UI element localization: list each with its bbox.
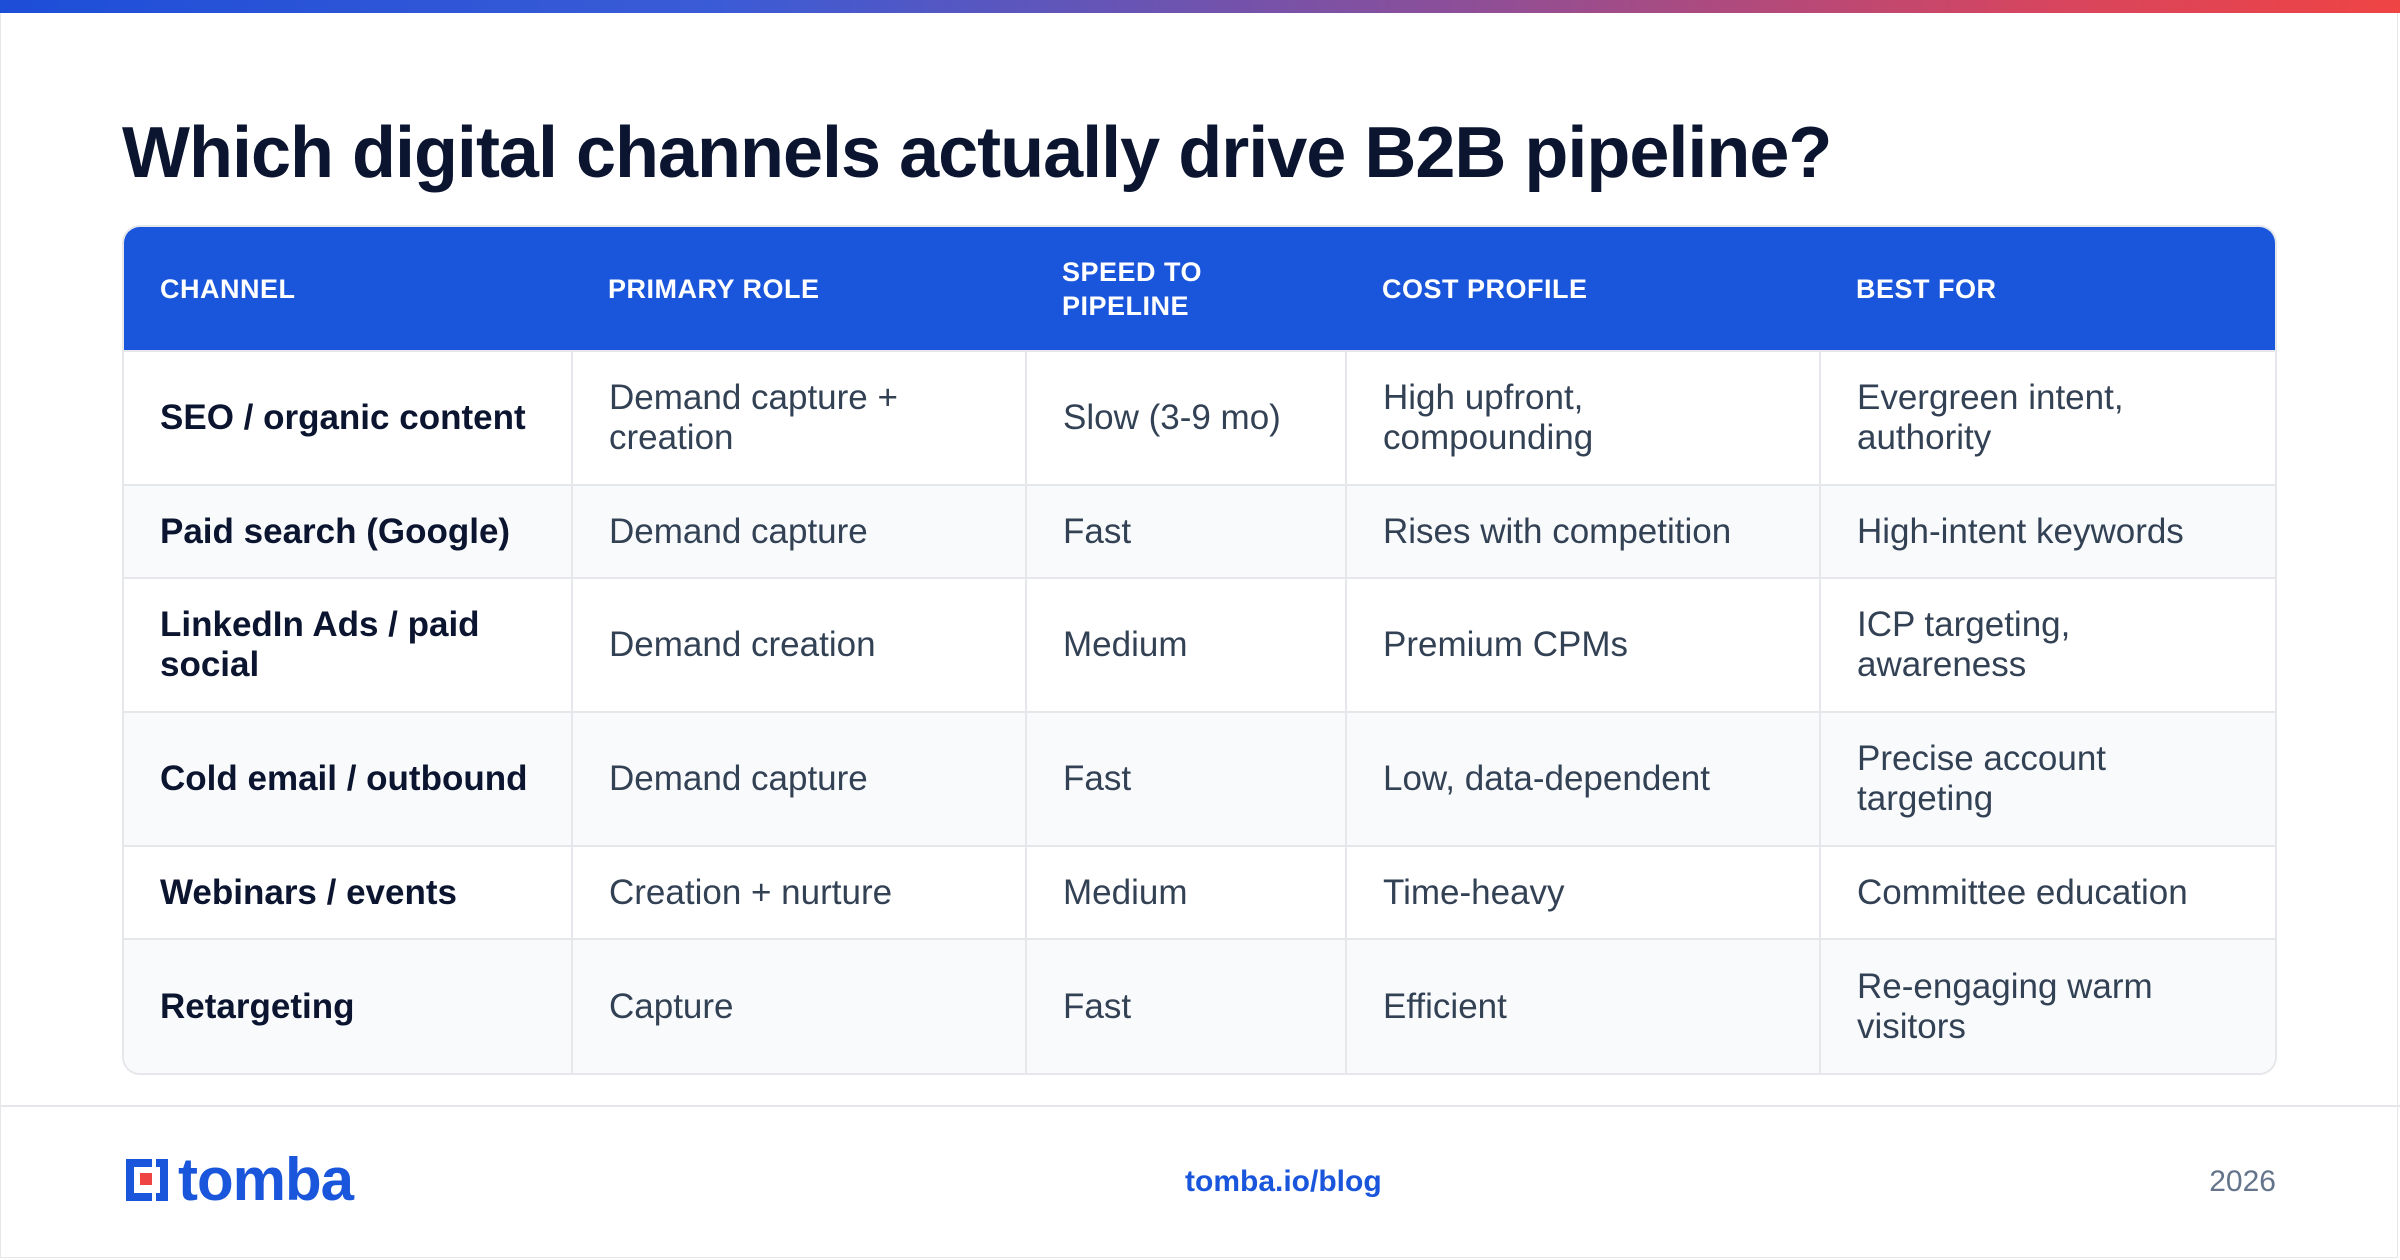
page-title: Which digital channels actually drive B2… — [122, 113, 1832, 193]
tomba-logo-icon — [126, 1159, 168, 1201]
cell-primary-role: Demand capture — [572, 711, 1027, 846]
cell-channel: LinkedIn Ads / paid social — [124, 577, 573, 712]
table-row: Webinars / events Creation + nurture Med… — [124, 845, 2275, 939]
cell-best-for: High-intent keywords — [1820, 484, 2275, 578]
cell-cost-profile: High upfront, compounding — [1346, 350, 1821, 485]
cell-speed: Fast — [1026, 711, 1347, 846]
cell-primary-role: Demand capture + creation — [572, 350, 1027, 485]
cell-primary-role: Demand capture — [572, 484, 1027, 578]
header-speed-to-pipeline: SPEED TO PIPELINE — [1026, 227, 1346, 351]
cell-best-for: ICP targeting, awareness — [1820, 577, 2275, 712]
table-row: Retargeting Capture Fast Efficient Re-en… — [124, 938, 2275, 1073]
cell-cost-profile: Low, data-dependent — [1346, 711, 1821, 846]
cell-speed: Medium — [1026, 577, 1347, 712]
footer-divider — [0, 1105, 2400, 1107]
table-row: SEO / organic content Demand capture + c… — [124, 350, 2275, 485]
table-row: Cold email / outbound Demand capture Fas… — [124, 711, 2275, 846]
channels-table: CHANNEL PRIMARY ROLE SPEED TO PIPELINE C… — [122, 225, 2277, 1075]
cell-speed: Slow (3-9 mo) — [1026, 350, 1347, 485]
logo-wordmark: tomba — [178, 1146, 354, 1213]
cell-cost-profile: Rises with competition — [1346, 484, 1821, 578]
cell-channel: SEO / organic content — [124, 350, 573, 485]
cell-speed: Medium — [1026, 845, 1347, 939]
cell-primary-role: Demand creation — [572, 577, 1027, 712]
header-channel: CHANNEL — [124, 227, 572, 351]
header-best-for: BEST FOR — [1820, 227, 2275, 351]
tomba-logo[interactable]: tomba — [122, 1146, 354, 1213]
cell-channel: Webinars / events — [124, 845, 573, 939]
table-row: LinkedIn Ads / paid social Demand creati… — [124, 577, 2275, 712]
header-cost-profile: COST PROFILE — [1346, 227, 1820, 351]
cell-channel: Retargeting — [124, 938, 573, 1073]
table-header-row: CHANNEL PRIMARY ROLE SPEED TO PIPELINE C… — [124, 227, 2275, 351]
cell-best-for: Committee education — [1820, 845, 2275, 939]
cell-channel: Paid search (Google) — [124, 484, 573, 578]
cell-cost-profile: Efficient — [1346, 938, 1821, 1073]
cell-primary-role: Capture — [572, 938, 1027, 1073]
cell-speed: Fast — [1026, 938, 1347, 1073]
cell-channel: Cold email / outbound — [124, 711, 573, 846]
cell-best-for: Precise account targeting — [1820, 711, 2275, 846]
table-row: Paid search (Google) Demand capture Fast… — [124, 484, 2275, 578]
header-primary-role: PRIMARY ROLE — [572, 227, 1026, 351]
footer-year: 2026 — [2209, 1165, 2276, 1198]
cell-cost-profile: Premium CPMs — [1346, 577, 1821, 712]
cell-best-for: Evergreen intent, authority — [1820, 350, 2275, 485]
cell-speed: Fast — [1026, 484, 1347, 578]
top-gradient-bar — [0, 0, 2400, 13]
blog-link[interactable]: tomba.io/blog — [1185, 1165, 1382, 1198]
cell-cost-profile: Time-heavy — [1346, 845, 1821, 939]
cell-best-for: Re-engaging warm visitors — [1820, 938, 2275, 1073]
cell-primary-role: Creation + nurture — [572, 845, 1027, 939]
